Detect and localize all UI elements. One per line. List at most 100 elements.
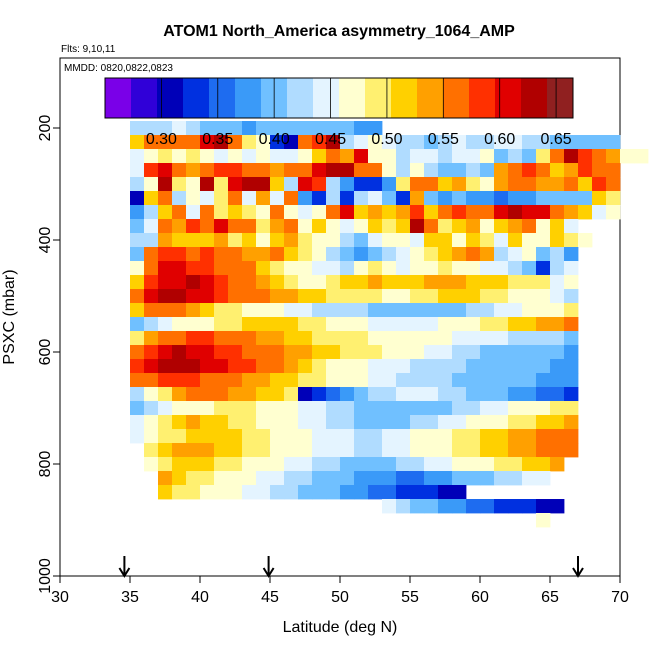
colorbar-swatch: [469, 78, 496, 118]
heatmap-cell: [242, 345, 257, 360]
heatmap-cell: [186, 443, 201, 458]
heatmap-cell: [382, 289, 397, 304]
heatmap-cell: [578, 149, 593, 164]
colorbar-swatch: [131, 78, 158, 118]
heatmap-cell: [130, 205, 145, 220]
heatmap-cell: [438, 443, 453, 458]
heatmap-cell: [326, 345, 341, 360]
heatmap-cell: [494, 387, 509, 402]
heatmap-cell: [284, 345, 299, 360]
heatmap-cell: [410, 177, 425, 192]
heatmap-cell: [158, 205, 173, 220]
heatmap-cell: [536, 177, 551, 192]
heatmap-cell: [270, 387, 285, 402]
heatmap-cell: [354, 345, 369, 360]
heatmap-cell: [396, 163, 411, 178]
heatmap-cell: [564, 373, 579, 388]
heatmap-cell: [494, 177, 509, 192]
heatmap-cell: [354, 233, 369, 248]
heatmap-cell: [130, 275, 145, 290]
heatmap-cell: [550, 191, 565, 206]
heatmap-cell: [130, 401, 145, 416]
heatmap-cell: [508, 247, 523, 262]
heatmap-cell: [270, 121, 285, 136]
heatmap-cell: [158, 219, 173, 234]
heatmap-cell: [424, 275, 439, 290]
heatmap-cell: [522, 205, 537, 220]
heatmap-cell: [326, 373, 341, 388]
heatmap-cell: [284, 289, 299, 304]
heatmap-cell: [242, 205, 257, 220]
heatmap-cell: [326, 331, 341, 346]
heatmap-cell: [144, 345, 159, 360]
heatmap-cell: [438, 247, 453, 262]
heatmap-cell: [214, 401, 229, 416]
heatmap-cell: [214, 485, 229, 500]
heatmap-cell: [242, 429, 257, 444]
heatmap-cell: [424, 317, 439, 332]
heatmap-cell: [550, 345, 565, 360]
heatmap-cell: [172, 233, 187, 248]
colorbar-swatch: [391, 78, 418, 118]
heatmap-cell: [326, 121, 341, 136]
heatmap-cell: [130, 177, 145, 192]
heatmap-cell: [186, 415, 201, 430]
heatmap-cell: [480, 471, 495, 486]
heatmap-cell: [228, 275, 243, 290]
heatmap-cell: [144, 219, 159, 234]
heatmap-cell: [382, 135, 397, 150]
heatmap-cell: [340, 387, 355, 402]
colorbar-swatch: [313, 78, 340, 118]
heatmap-cell: [200, 345, 215, 360]
heatmap-cell: [172, 275, 187, 290]
heatmap-cell: [550, 135, 565, 150]
heatmap-cell: [536, 457, 551, 472]
heatmap-cell: [172, 177, 187, 192]
heatmap-cell: [396, 345, 411, 360]
heatmap-cell: [536, 415, 551, 430]
heatmap-cell: [130, 289, 145, 304]
heatmap-cell: [340, 233, 355, 248]
heatmap-cell: [340, 401, 355, 416]
heatmap-cell: [536, 219, 551, 234]
heatmap-cell: [172, 289, 187, 304]
heatmap-cell: [200, 289, 215, 304]
heatmap-cell: [452, 499, 467, 514]
heatmap-cell: [396, 317, 411, 332]
heatmap-cell: [242, 191, 257, 206]
heatmap-cell: [438, 401, 453, 416]
heatmap-cell: [228, 401, 243, 416]
heatmap-cell: [494, 457, 509, 472]
heatmap-cell: [550, 275, 565, 290]
heatmap-cell: [214, 247, 229, 262]
heatmap-cell: [228, 429, 243, 444]
heatmap-cell: [228, 135, 243, 150]
heatmap-cell: [396, 205, 411, 220]
heatmap-cell: [312, 191, 327, 206]
heatmap-cell: [438, 191, 453, 206]
heatmap-cell: [270, 359, 285, 374]
heatmap-cell: [382, 457, 397, 472]
heatmap-cell: [466, 317, 481, 332]
heatmap-cell: [424, 387, 439, 402]
heatmap-cell: [410, 317, 425, 332]
heatmap-cell: [438, 163, 453, 178]
heatmap-cell: [340, 415, 355, 430]
heatmap-cell: [396, 457, 411, 472]
heatmap-cell: [326, 191, 341, 206]
heatmap-cell: [340, 457, 355, 472]
heatmap-cell: [242, 233, 257, 248]
heatmap-cell: [536, 135, 551, 150]
heatmap-cell: [340, 331, 355, 346]
heatmap-cell: [158, 471, 173, 486]
heatmap-cell: [228, 471, 243, 486]
heatmap-cell: [186, 471, 201, 486]
heatmap-cell: [452, 135, 467, 150]
colorbar-swatch: [287, 78, 314, 118]
heatmap-cell: [284, 443, 299, 458]
heatmap-cell: [578, 135, 593, 150]
heatmap-cell: [466, 219, 481, 234]
heatmap-cell: [214, 219, 229, 234]
heatmap-cell: [480, 317, 495, 332]
